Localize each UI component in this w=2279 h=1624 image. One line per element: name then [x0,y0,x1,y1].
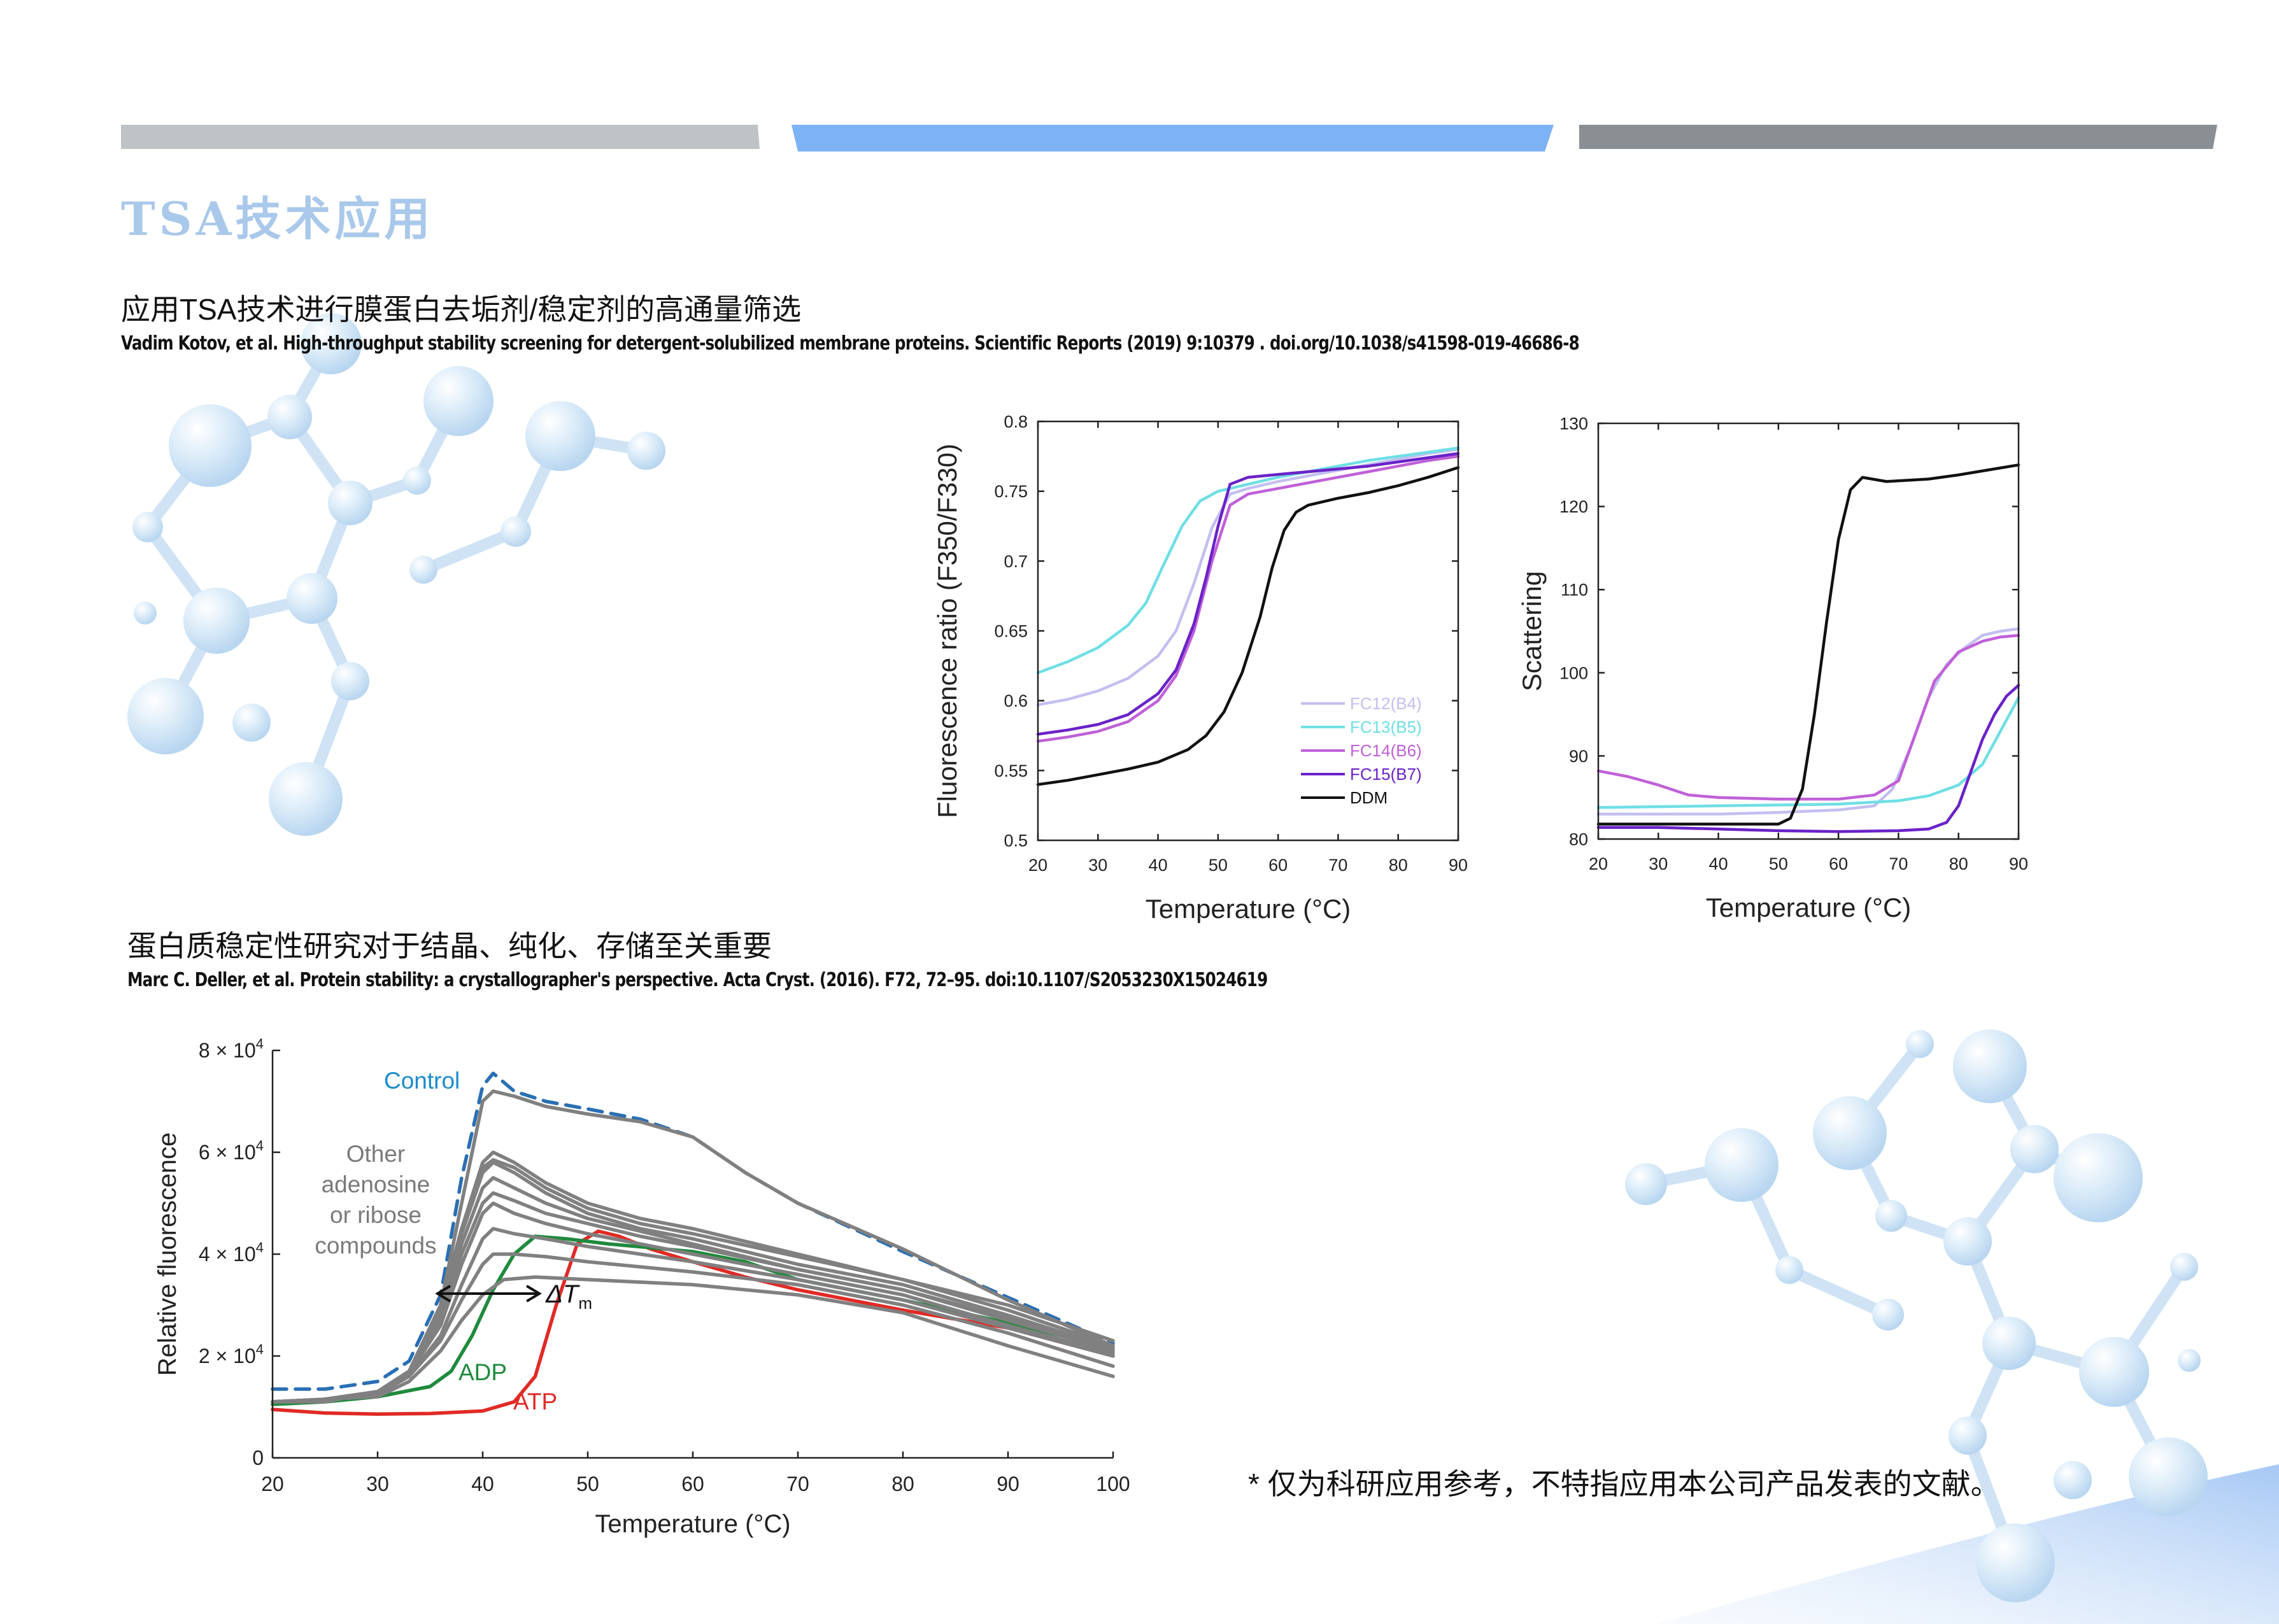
y-tick-label: 100 [1559,663,1588,682]
y-tick-label: 0 [252,1446,264,1469]
x-tick-label: 70 [1328,856,1347,875]
x-tick-label: 90 [1449,856,1468,875]
series-line-ddm [1036,466,1460,786]
legend-label: DDM [1350,788,1388,807]
series-line-4 [1596,463,2020,826]
x-tick-label: 60 [1268,856,1288,875]
x-tick-label: 70 [786,1472,809,1495]
control-label: Control [384,1068,460,1094]
header-bar-middle [792,125,1554,152]
delta-tm-label: ΔTm [545,1280,592,1313]
y-tick-label: 2 × 104 [199,1341,264,1367]
y-tick-label: 110 [1561,581,1588,600]
legend-label: FC12(B4) [1350,694,1422,713]
x-tick-label: 30 [366,1472,389,1495]
other-compounds-label: or ribose [330,1202,422,1228]
header-bar-right [1579,125,2217,149]
y-tick-label: 0.55 [994,761,1028,780]
scattering-chart: 20 30 40 50 60 70 80 90 80 90 100 110 120 130 Temperat… [1517,414,2028,922]
legend-label: FC13(B5) [1350,717,1422,737]
series-line-other [271,1191,1115,1404]
section2-subtitle: 蛋白质稳定性研究对于结晶、纯化、存储至关重要 [127,929,772,963]
y-tick-label: 120 [1559,497,1588,516]
series-line-other [271,1252,1115,1404]
y-tick-label: 0.7 [1004,552,1028,571]
x-tick-label: 80 [1949,854,1968,873]
page-title: TSA技术应用 [121,192,434,246]
section1-subtitle: 应用TSA技术进行膜蛋白去垢剂/稳定剂的高通量筛选 [121,293,802,326]
molecule-top-left-atoms [127,313,665,836]
other-compounds-label: Other [346,1141,406,1167]
atp-label: ATP [513,1388,557,1415]
corner-wave [1656,1464,2279,1624]
relative-fluorescence-chart: 20 30 40 50 60 70 80 90 100 Temperature (°C) Relat… [153,1036,1130,1538]
series-line-fc13-b5- [1036,446,1460,675]
x-tick-label: 80 [1389,856,1408,875]
x-tick-label: 20 [1589,854,1608,873]
y-axis-label: Relative fluorescence [153,1133,181,1376]
x-tick-label: 50 [1209,856,1228,875]
other-compounds-label: compounds [315,1232,436,1259]
footnote: * 仅为科研应用参考，不特指应用本公司产品发表的文献。 [1248,1467,2000,1500]
x-tick-label: 90 [2009,854,2028,873]
x-tick-label: 50 [1769,854,1788,873]
molecule-bottom-right-atoms [1625,1029,2208,1602]
header-bars [121,125,2217,152]
series-line-3 [1596,684,2020,833]
y-tick-label: 4 × 104 [199,1239,264,1266]
header-bar-left [121,125,760,149]
series-line-other [271,1161,1115,1404]
x-axis-label: Temperature (°C) [1146,894,1351,923]
x-tick-label: 20 [261,1472,284,1495]
series-line-1 [1596,696,2020,809]
series-line-other [271,1275,1115,1404]
x-tick-label: 40 [471,1472,494,1495]
y-axis-label: Scattering [1517,571,1547,691]
y-tick-label: 0.65 [994,621,1028,640]
x-tick-label: 20 [1028,856,1047,875]
legend-label: FC14(B6) [1350,741,1422,760]
series-line-2 [1596,633,2020,801]
delta-tm-arrowhead-left [435,1285,451,1303]
x-tick-label: 30 [1649,854,1668,873]
series-line-fc15-b7- [1036,452,1460,736]
y-tick-label: 0.75 [994,482,1028,501]
fluorescence-ratio-chart: 20 30 40 50 60 70 80 90 0.5 0.55 0.6 0.65 0.7 0.75 0.8… [932,412,1468,923]
series-line-fc14-b6- [1036,455,1460,743]
section2-citation: Marc C. Deller, et al. Protein stability… [127,969,1268,991]
y-tick-label: 6 × 104 [199,1138,264,1164]
x-tick-label: 90 [997,1472,1019,1495]
x-tick-label: 50 [576,1472,599,1495]
legend-label: FC15(B7) [1350,765,1422,784]
series-line-fc12-b4- [1036,448,1460,707]
section1-citation: Vadim Kotov, et al. High-throughput stab… [121,332,1580,355]
x-axis-label: Temperature (°C) [595,1510,790,1538]
x-axis-label: Temperature (°C) [1706,893,1912,922]
x-tick-label: 40 [1709,854,1728,873]
y-tick-label: 0.5 [1004,831,1028,850]
y-tick-label: 0.6 [1004,691,1028,710]
y-tick-label: 80 [1569,830,1588,849]
x-tick-label: 70 [1889,854,1908,873]
adp-label: ADP [458,1359,507,1385]
x-tick-label: 80 [891,1472,914,1495]
y-axis-label: Fluorescence ratio (F350/F330) [932,444,962,818]
x-tick-label: 60 [1829,854,1848,873]
plot-frame [1597,422,2020,840]
y-tick-label: 8 × 104 [199,1036,264,1062]
series-line-atp [271,1229,1115,1416]
y-tick-label: 90 [1569,747,1588,766]
x-tick-label: 100 [1096,1472,1130,1495]
x-tick-label: 40 [1149,856,1168,875]
series-line-control [271,1071,1115,1391]
y-tick-label: 0.8 [1004,412,1028,431]
other-compounds-label: adenosine [322,1171,430,1197]
x-tick-label: 60 [681,1472,704,1495]
delta-tm-arrowhead-right [526,1285,542,1303]
y-tick-label: 130 [1559,414,1588,433]
x-tick-label: 30 [1088,856,1107,875]
